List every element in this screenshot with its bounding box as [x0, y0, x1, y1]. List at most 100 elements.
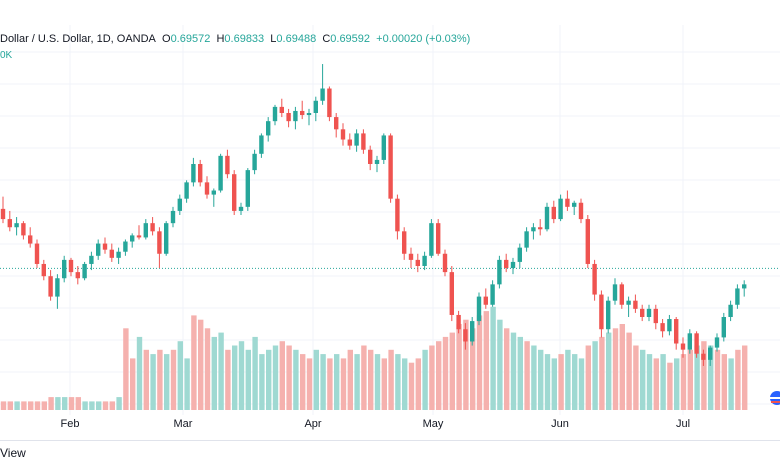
- volume-bar: [266, 349, 272, 410]
- candle-body: [286, 113, 291, 122]
- x-tick-label: May: [422, 418, 444, 430]
- volume-bar: [96, 401, 102, 410]
- volume-bar: [456, 324, 462, 410]
- candle-body: [75, 272, 80, 279]
- volume-bar: [388, 349, 394, 410]
- candle-body: [402, 231, 407, 254]
- candle-body: [184, 182, 189, 199]
- candle-body: [585, 219, 590, 264]
- volume-bar: [612, 328, 619, 410]
- candle-body: [728, 304, 733, 317]
- x-tick-label: Jun: [551, 418, 569, 430]
- change-value: +0.00020 (+0.03%): [376, 33, 471, 45]
- candle-body: [225, 155, 230, 175]
- volume-bar: [558, 354, 564, 410]
- volume-bar: [28, 401, 34, 410]
- candle-body: [436, 223, 441, 254]
- volume-bar: [572, 354, 578, 410]
- candle-body: [456, 314, 461, 330]
- candle-body: [109, 249, 114, 258]
- candle-body: [565, 198, 570, 207]
- volume-bar: [286, 345, 292, 410]
- open-value: 0.69572: [170, 33, 211, 45]
- x-tick-label: Apr: [304, 418, 322, 430]
- candle-body: [259, 135, 264, 154]
- volume-bar: [544, 354, 551, 410]
- candle-body: [327, 88, 332, 118]
- volume-bar: [422, 349, 428, 410]
- candle-body: [646, 308, 652, 317]
- low-value: 0.69488: [276, 33, 317, 45]
- candle-body: [708, 347, 713, 360]
- candle-body: [313, 100, 318, 113]
- candle-body: [218, 155, 223, 191]
- volume-bar: [320, 354, 326, 410]
- volume-bar: [238, 341, 245, 410]
- candle-body: [14, 223, 19, 228]
- candle-body: [578, 202, 584, 220]
- volume-bar: [701, 341, 707, 410]
- volume-bar: [252, 336, 258, 410]
- x-tick-label: Jul: [675, 418, 691, 430]
- candle-body: [660, 323, 665, 332]
- candle-body: [177, 198, 182, 211]
- candle-body: [306, 113, 312, 116]
- candle-body: [463, 329, 468, 342]
- candle-body: [238, 206, 244, 211]
- candle-body: [245, 170, 250, 207]
- candle-body: [572, 202, 577, 207]
- candle-body: [640, 308, 645, 317]
- candle-body: [714, 337, 720, 348]
- volume-bar: [449, 332, 455, 410]
- volume-bar: [667, 362, 673, 410]
- volume-bar: [510, 332, 517, 410]
- volume-bar: [565, 349, 571, 410]
- low-label: L: [270, 33, 277, 45]
- x-tick-label: Mar: [173, 418, 193, 430]
- candle-body: [157, 231, 162, 254]
- candle-body: [136, 235, 142, 238]
- candle-body: [68, 259, 74, 273]
- volume-bar: [130, 358, 136, 410]
- candle-body: [198, 164, 203, 183]
- candle-body: [422, 255, 427, 266]
- volume-bar: [48, 397, 54, 410]
- candle-body: [735, 288, 740, 305]
- candle-body: [252, 153, 257, 171]
- volume-bar: [640, 349, 646, 410]
- volume-bar: [164, 354, 170, 410]
- volume-bar: [374, 354, 381, 410]
- candle-body: [102, 243, 108, 250]
- candle-body: [150, 223, 155, 232]
- volume-bar: [714, 349, 721, 410]
- volume-bar: [436, 341, 442, 410]
- volume-bar: [531, 345, 537, 410]
- volume-bar: [721, 354, 727, 410]
- volume-bar: [218, 332, 224, 410]
- volume-bar: [497, 319, 503, 410]
- volume-bar: [442, 336, 449, 410]
- volume-bar: [361, 345, 367, 410]
- volume-bar: [116, 397, 122, 410]
- candle-body: [442, 253, 448, 273]
- footer-view-link[interactable]: View: [0, 446, 26, 460]
- candle-body: [633, 300, 638, 309]
- candle-body: [701, 353, 706, 360]
- volume-bar: [646, 354, 653, 410]
- symbol-name[interactable]: Dollar / U.S. Dollar, 1D, OANDA: [0, 33, 156, 45]
- candle-body: [558, 198, 563, 220]
- volume-bar: [735, 349, 741, 410]
- candle-body: [62, 259, 67, 279]
- volume-bar: [14, 401, 20, 410]
- candle-body: [34, 243, 40, 264]
- candle-body: [483, 296, 488, 305]
- volume-bar: [7, 401, 13, 410]
- volume-bar: [674, 358, 680, 410]
- volume-bar: [708, 345, 714, 410]
- volume-bar: [62, 397, 68, 410]
- volume-indicator-label[interactable]: 0K: [0, 50, 13, 61]
- candle-body: [340, 129, 346, 140]
- candle-body: [143, 223, 148, 238]
- volume-bar: [347, 349, 353, 410]
